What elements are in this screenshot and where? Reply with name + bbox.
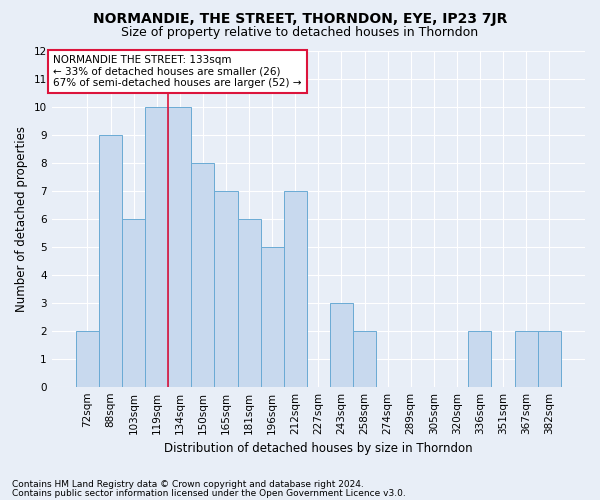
Bar [168,108,191,386]
X-axis label: Distribution of detached houses by size in Thorndon: Distribution of detached houses by size … [164,442,473,455]
Bar [515,331,538,386]
Bar [260,247,284,386]
Text: NORMANDIE THE STREET: 133sqm
← 33% of detached houses are smaller (26)
67% of se: NORMANDIE THE STREET: 133sqm ← 33% of de… [53,55,302,88]
Bar [214,191,238,386]
Bar [284,191,307,386]
Bar [191,163,214,386]
Bar [469,331,491,386]
Bar [538,331,561,386]
Bar [122,219,145,386]
Text: Size of property relative to detached houses in Thorndon: Size of property relative to detached ho… [121,26,479,39]
Bar [76,331,99,386]
Y-axis label: Number of detached properties: Number of detached properties [15,126,28,312]
Text: Contains HM Land Registry data © Crown copyright and database right 2024.: Contains HM Land Registry data © Crown c… [12,480,364,489]
Bar [99,136,122,386]
Text: Contains public sector information licensed under the Open Government Licence v3: Contains public sector information licen… [12,488,406,498]
Bar [330,303,353,386]
Bar [238,219,260,386]
Bar [145,108,168,386]
Bar [353,331,376,386]
Text: NORMANDIE, THE STREET, THORNDON, EYE, IP23 7JR: NORMANDIE, THE STREET, THORNDON, EYE, IP… [93,12,507,26]
